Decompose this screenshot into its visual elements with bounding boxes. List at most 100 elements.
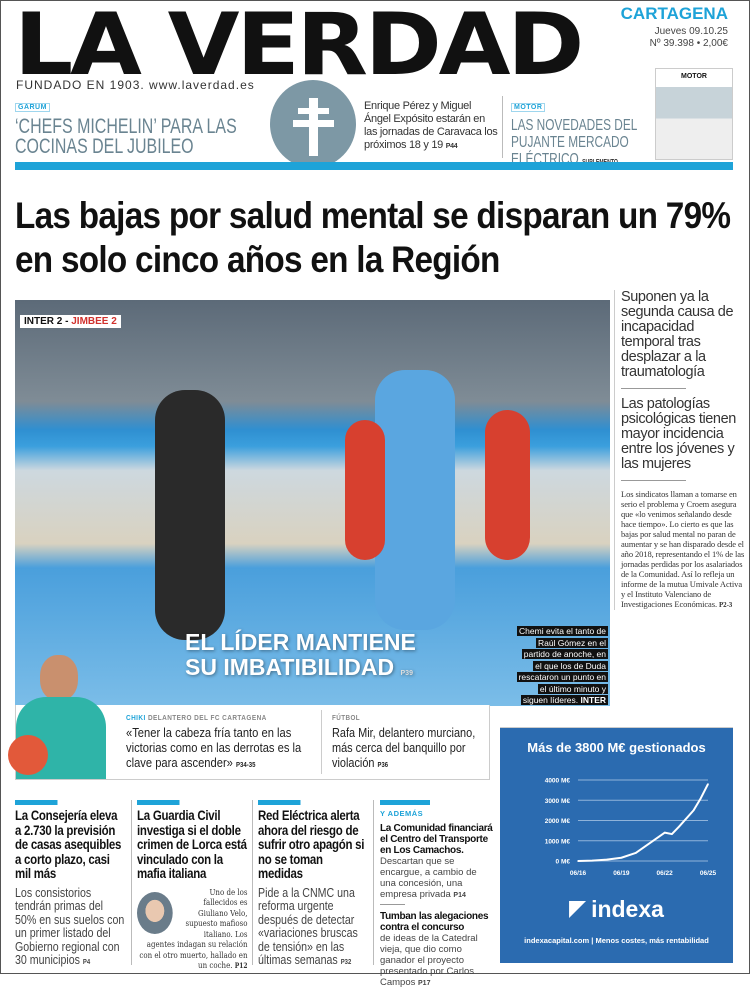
player-figure (345, 420, 385, 560)
y-ademas-box: Y ADEMÁS La Comunidad financiará el Cent… (380, 800, 495, 989)
founded-line: FUNDADO EN 1903. www.laverdad.es (16, 78, 255, 92)
masthead-logo[interactable]: LA VERDAD (14, 0, 584, 95)
teaser-caravaca[interactable]: Enrique Pérez y Miguel Ángel Expósito es… (364, 100, 498, 153)
y-tick-label: 2000 M€ (545, 818, 571, 825)
data-point (606, 858, 608, 861)
story-content: Red Eléctrica alerta ahora del riesgo de… (258, 800, 369, 970)
kicker-role: DELANTERO DEL FC CARTAGENA (147, 713, 267, 722)
accent-bar (15, 162, 733, 170)
data-point (577, 860, 579, 862)
accent-bar (15, 800, 58, 805)
data-point (620, 856, 623, 859)
page-ref: P34-35 (236, 762, 256, 769)
data-point (671, 833, 673, 835)
story-red-electrica[interactable]: Red Eléctrica alerta ahora del riesgo de… (258, 800, 388, 970)
photo-headline-line1: EL LÍDER MANTIENE (185, 629, 416, 655)
y-tick-label: 0 M€ (556, 859, 571, 866)
ademas-item[interactable]: La Comunidad financiará el Centro del Tr… (380, 823, 495, 901)
y-tick-label: 4000 M€ (545, 778, 571, 785)
victim-portrait (137, 891, 173, 934)
player-figure (375, 370, 455, 630)
story-text: Los consistorios tendrán primas del 50% … (15, 885, 126, 970)
goalkeeper-figure (155, 390, 225, 640)
lead-headline[interactable]: Las bajas por salud mental se disparan u… (15, 195, 731, 280)
ad-footer: indexacapital.com | Menos costes, más re… (524, 936, 709, 945)
ademas-item[interactable]: Tumban las alegaciones contra el concurs… (380, 911, 495, 989)
story-text: Pide a la CNMC una reforma urgente despu… (258, 885, 369, 970)
photo-headline-line2: SU IMBATIBILIDAD (185, 654, 395, 680)
indexa-logo: indexa (500, 896, 733, 923)
story-vivienda[interactable]: La Consejería eleva a 2.730 la previsión… (15, 800, 145, 970)
data-point (707, 783, 709, 785)
caravaca-cross-icon (270, 80, 356, 168)
story-text: Uno de los fallecidos es Giuliano Velo, … (137, 887, 248, 972)
indexa-advertisement[interactable]: Más de 3800 M€ gestionados 0 M€ 1000 M€ 20… (500, 727, 733, 963)
item-title: Tumban las alegaciones contra el concurs… (380, 911, 489, 933)
lead-body: Los sindicatos llaman a tomarse en serio… (621, 489, 746, 610)
story-content: La Consejería eleva a 2.730 la previsión… (15, 800, 126, 970)
story-content: La Guardia Civil investiga si el doble c… (137, 800, 248, 972)
chiki-teaser[interactable]: CHIKI DELANTERO DEL FC CARTAGENA «Tener … (126, 713, 315, 773)
accent-bar (258, 800, 301, 805)
divider (380, 904, 405, 905)
page-ref: P36 (377, 762, 389, 769)
item-text: de ideas de la Catedral vieja, que dio c… (380, 933, 495, 989)
score-away: JIMBEE 2 (71, 316, 117, 327)
kicker: CHIKI DELANTERO DEL FC CARTAGENA (126, 713, 315, 722)
item-title: La Comunidad financiará el Centro del Tr… (380, 823, 493, 856)
divider (131, 800, 132, 965)
story-text-body: Pide a la CNMC una reforma urgente despu… (258, 885, 358, 967)
divider (621, 388, 686, 389)
section-tag: GARUM (15, 103, 50, 112)
y-tick-label: 3000 M€ (545, 798, 571, 805)
divider (621, 480, 686, 481)
issue-date: Jueves 09.10.25 (654, 26, 728, 37)
data-point (649, 841, 652, 844)
data-point (591, 859, 594, 862)
kicker: FÚTBOL (332, 713, 361, 722)
section-tag: MOTOR (511, 103, 546, 112)
x-tick-label: 06/22 (657, 870, 674, 877)
data-point (692, 809, 695, 812)
item-text: Descartan que se encargue, a cambio de u… (380, 856, 495, 901)
story-guardia-civil[interactable]: La Guardia Civil investiga si el doble c… (137, 800, 267, 972)
x-tick-label: 06/19 (613, 870, 630, 877)
score-home: INTER 2 - (24, 316, 69, 327)
page-ref: P44 (445, 143, 458, 150)
page-ref: P32 (340, 959, 352, 966)
lead-body-text: Los sindicatos llaman a tomarse en serio… (621, 489, 745, 609)
kicker: Y ADEMÁS (380, 809, 424, 818)
futbol-teaser[interactable]: FÚTBOL Rafa Mir, delantero murciano, más… (321, 710, 486, 774)
teaser-title: ‘CHEFS MICHELIN’ PARA LAS COCINAS DEL JU… (15, 115, 237, 158)
series-line (577, 783, 709, 862)
score-badge: INTER 2 - JIMBEE 2 (20, 315, 121, 328)
caption-text: Chemi evita el tanto de Raúl Gómez en el… (518, 626, 606, 705)
story-title: La Guardia Civil investiga si el doble c… (137, 808, 247, 881)
x-tick-label: 06/16 (570, 870, 587, 877)
divider (373, 800, 374, 965)
growth-chart: 0 M€ 1000 M€ 2000 M€ 3000 M€ 4000 M€ 06/16 06/… (545, 778, 717, 878)
photo-caption: Chemi evita el tanto de Raúl Gómez en el… (515, 626, 608, 706)
page-ref: P12 (234, 961, 248, 970)
data-point (699, 797, 702, 800)
motor-supplement-thumbnail[interactable]: MOTOR (655, 68, 733, 160)
item-text-body: Descartan que se encargue, a cambio de u… (380, 856, 477, 900)
page-ref: P4 (82, 959, 91, 966)
futsal-photo[interactable]: INTER 2 - JIMBEE 2 EL LÍDER MANTIENE SU … (15, 300, 610, 706)
teaser-text: Enrique Pérez y Miguel Ángel Expósito es… (364, 100, 498, 151)
story-text-body: Los consistorios tendrán primas del 50% … (15, 885, 125, 967)
page-ref: P17 (418, 980, 431, 987)
deck-1: Suponen ya la segunda causa de incapacid… (621, 289, 734, 380)
page-ref: P2-3 (719, 601, 733, 609)
divider (252, 800, 253, 965)
ad-title: Más de 3800 M€ gestionados (527, 740, 706, 755)
photo-headline: EL LÍDER MANTIENE SU IMBATIBILIDAD P39 (185, 630, 416, 686)
quote-text: «Tener la cabeza fría tanto en las victo… (126, 725, 302, 770)
player-figure (485, 410, 530, 560)
teaser-garum[interactable]: GARUM ‘CHEFS MICHELIN’ PARA LAS COCINAS … (15, 96, 345, 157)
teaser-text: Rafa Mir, delantero murciano, más cerca … (332, 725, 483, 773)
story-title: Red Eléctrica alerta ahora del riesgo de… (258, 808, 365, 881)
photo-credit: INTER FS (580, 695, 607, 705)
kicker-name: CHIKI (126, 713, 146, 722)
data-point (634, 852, 637, 854)
